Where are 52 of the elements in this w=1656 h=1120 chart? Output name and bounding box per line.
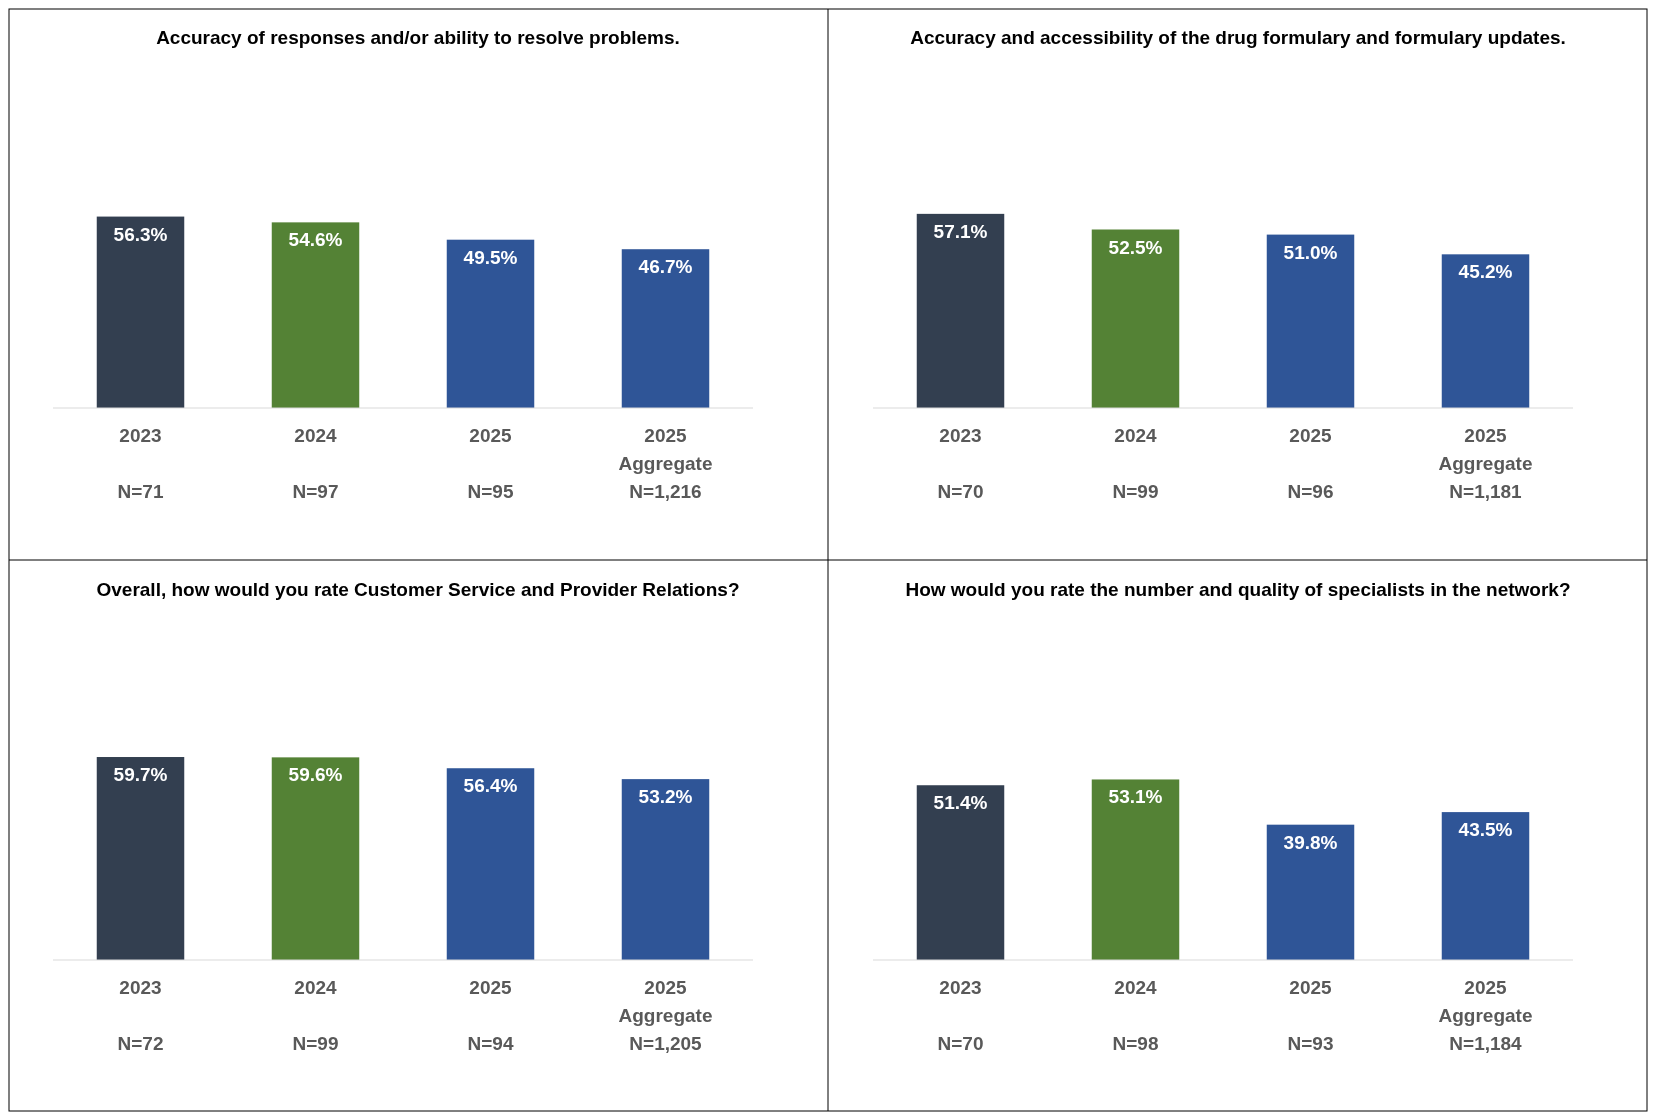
data-label: 51.0% [1283, 241, 1338, 263]
category-label: 2025 N=94 [467, 977, 514, 1054]
bar [1441, 254, 1530, 408]
data-label: 56.3% [113, 223, 168, 245]
chart-title: Accuracy and accessibility of the drug formulary and formulary updates. [910, 27, 1566, 48]
bar [446, 239, 535, 408]
category-label: 2023 N=71 [117, 425, 164, 502]
data-label: 53.1% [1108, 786, 1163, 808]
bar [1266, 234, 1355, 408]
category-label: 2024 N=99 [1112, 425, 1159, 502]
category-label: 2023 N=70 [937, 425, 984, 502]
data-label: 59.6% [288, 764, 343, 786]
data-label: 54.6% [288, 229, 343, 251]
chart-title: How would you rate the number and quality of specialists in the network? [905, 579, 1571, 600]
category-label: 2024 N=97 [292, 425, 339, 502]
bar [96, 216, 185, 408]
category-label: 2023 N=70 [937, 977, 984, 1054]
x-tick-label: 2025 Aggregate N=1,181 [1438, 425, 1533, 502]
data-label: 52.5% [1108, 236, 1163, 258]
category-label: 2023 N=72 [117, 977, 164, 1054]
data-label: 46.7% [638, 256, 693, 278]
bar [1091, 779, 1180, 960]
x-tick-label: 2025 Aggregate N=1,216 [618, 425, 713, 502]
data-label: 56.4% [463, 775, 518, 797]
x-tick-label: 2025 Aggregate N=1,184 [1438, 977, 1533, 1054]
bar [916, 785, 1005, 960]
bar [446, 768, 535, 960]
bar [271, 222, 360, 408]
data-label: 39.8% [1283, 831, 1338, 853]
category-label: 2025 N=93 [1287, 977, 1334, 1054]
bar [271, 757, 360, 960]
data-label: 57.1% [933, 220, 988, 242]
bar [1091, 229, 1180, 408]
bar [621, 779, 710, 960]
chart-title: Accuracy of responses and/or ability to resolve problems. [156, 27, 680, 48]
chart-title: Overall, how would you rate Customer Service and Provider Relations? [96, 579, 740, 600]
category-label: 2024 N=99 [292, 977, 339, 1054]
bar [621, 249, 710, 408]
data-label: 53.2% [638, 786, 693, 808]
category-label: 2024 N=98 [1112, 977, 1159, 1054]
data-label: 43.5% [1458, 819, 1513, 841]
data-label: 45.2% [1458, 261, 1513, 283]
data-label: 49.5% [463, 246, 518, 268]
bar [96, 757, 185, 960]
bar [916, 213, 1005, 408]
data-label: 59.7% [113, 764, 168, 786]
bar [1441, 812, 1530, 960]
bar [1266, 824, 1355, 960]
x-tick-label: 2025 Aggregate N=1,205 [618, 977, 713, 1054]
category-label: 2025 N=95 [467, 425, 514, 502]
data-label: 51.4% [933, 792, 988, 814]
category-label: 2025 N=96 [1287, 425, 1334, 502]
